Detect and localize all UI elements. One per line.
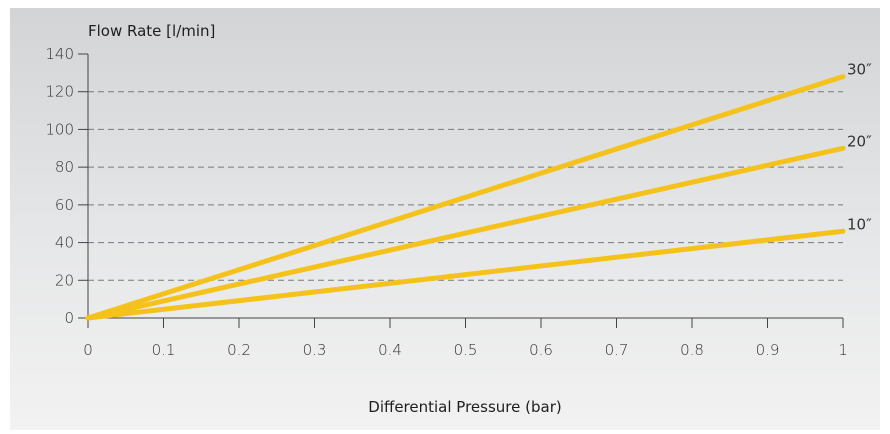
series-line [85, 228, 846, 321]
y-tick-label: 0 [64, 309, 74, 327]
chart-panel [10, 8, 880, 430]
grid-lines [88, 91, 843, 281]
x-tick-label: 0.4 [378, 341, 402, 359]
x-tick-label: 0.9 [756, 341, 780, 359]
y-tick-label: 80 [55, 158, 74, 176]
y-axis-title: Flow Rate [l/min] [88, 22, 215, 40]
y-tick-label: 140 [45, 45, 74, 63]
x-tick-label: 0.5 [454, 341, 478, 359]
y-tick-label: 100 [45, 120, 74, 138]
series-lines [85, 74, 846, 321]
y-tick-label: 20 [55, 271, 74, 289]
series-label: 20″ [847, 132, 872, 150]
series-label: 10″ [847, 215, 872, 233]
x-tick-label: 1 [838, 341, 848, 359]
axes [78, 53, 844, 328]
x-axis-title: Differential Pressure (bar) [368, 398, 561, 416]
y-tick-label: 60 [55, 196, 74, 214]
x-tick-label: 0.2 [227, 341, 251, 359]
x-tick-label: 0.1 [152, 341, 176, 359]
labels: 0 20 40 60 80 100 120 140 0 0.1 0.2 0.3 0.4 0.5 0.6 0.7… [45, 45, 872, 359]
y-tick-label: 120 [45, 83, 74, 101]
x-tick-label: 0.7 [605, 341, 629, 359]
series-line [85, 145, 846, 321]
series-label: 30″ [847, 61, 872, 79]
x-tick-label: 0.6 [529, 341, 553, 359]
y-tick-label: 40 [55, 234, 74, 252]
x-tick-label: 0 [83, 341, 93, 359]
x-tick-label: 0.3 [303, 341, 327, 359]
x-tick-label: 0.8 [680, 341, 704, 359]
series-line [85, 74, 846, 321]
